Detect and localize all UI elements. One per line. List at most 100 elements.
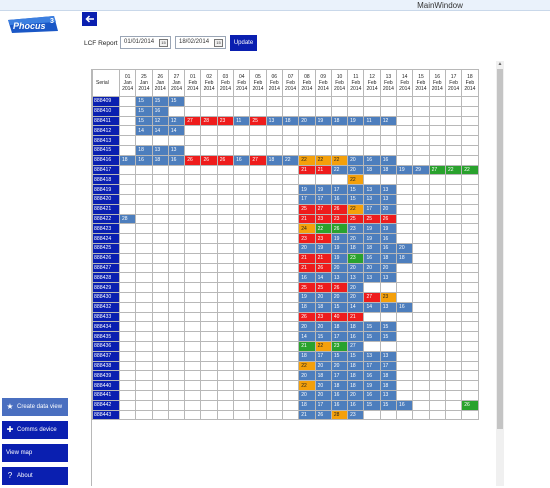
- lcf-cell[interactable]: 15: [379, 399, 398, 411]
- lcf-cell[interactable]: [428, 380, 446, 391]
- lcf-cell[interactable]: [249, 331, 267, 342]
- lcf-cell[interactable]: [396, 154, 414, 166]
- lcf-cell[interactable]: [428, 115, 446, 127]
- lcf-cell[interactable]: [265, 96, 283, 107]
- lcf-cell[interactable]: [135, 272, 153, 284]
- lcf-cell[interactable]: [249, 282, 267, 293]
- lcf-cell[interactable]: [216, 164, 235, 176]
- lcf-cell[interactable]: [396, 380, 414, 391]
- lcf-cell[interactable]: [428, 184, 446, 195]
- lcf-cell[interactable]: 18: [347, 321, 365, 333]
- lcf-cell[interactable]: [184, 409, 202, 421]
- lcf-cell[interactable]: [396, 389, 414, 401]
- lcf-cell[interactable]: [461, 370, 479, 382]
- lcf-cell[interactable]: [233, 242, 251, 254]
- table-row[interactable]: 888439 20 18 17 18 16 18: [92, 370, 479, 382]
- lcf-cell[interactable]: [412, 409, 430, 421]
- lcf-cell[interactable]: 20: [314, 389, 332, 401]
- table-row[interactable]: 888436 21 22 23 27: [92, 340, 479, 352]
- lcf-cell[interactable]: [184, 193, 202, 205]
- lcf-cell[interactable]: [314, 135, 332, 146]
- lcf-cell[interactable]: [314, 144, 332, 156]
- lcf-cell[interactable]: 16: [379, 233, 398, 244]
- lcf-cell[interactable]: [184, 203, 202, 215]
- lcf-cell[interactable]: [281, 135, 300, 146]
- lcf-cell[interactable]: [444, 272, 463, 284]
- lcf-cell[interactable]: [444, 252, 463, 264]
- lcf-cell[interactable]: [200, 242, 218, 254]
- lcf-cell[interactable]: [281, 360, 300, 372]
- lcf-cell[interactable]: [200, 105, 218, 117]
- serial-cell[interactable]: 888435: [92, 331, 120, 342]
- lcf-cell[interactable]: [249, 164, 267, 176]
- lcf-grid[interactable]: Serial 01 Jan 2014 25 Jan 2014 26 Jan 2014 27 Jan 20…: [91, 69, 487, 486]
- table-row[interactable]: 888442 18 17 16 16 15 15 16 26: [92, 399, 479, 411]
- lcf-cell[interactable]: [216, 105, 235, 117]
- lcf-cell[interactable]: [151, 203, 169, 215]
- lcf-cell[interactable]: 11: [233, 115, 251, 127]
- lcf-cell[interactable]: [216, 370, 235, 382]
- lcf-cell[interactable]: [396, 340, 414, 352]
- lcf-cell[interactable]: [151, 262, 169, 274]
- lcf-cell[interactable]: [249, 291, 267, 303]
- serial-cell[interactable]: 888419: [92, 184, 120, 195]
- lcf-cell[interactable]: 18: [347, 242, 365, 254]
- lcf-cell[interactable]: [412, 331, 430, 342]
- lcf-cell[interactable]: [412, 350, 430, 362]
- lcf-cell[interactable]: [216, 331, 235, 342]
- lcf-cell[interactable]: [151, 370, 169, 382]
- table-row[interactable]: 888426 21 21 19 23 16 18 18: [92, 252, 479, 264]
- lcf-cell[interactable]: 18: [379, 370, 398, 382]
- lcf-cell[interactable]: 15: [151, 96, 169, 107]
- lcf-cell[interactable]: 16: [396, 301, 414, 313]
- lcf-cell[interactable]: [233, 301, 251, 313]
- lcf-cell[interactable]: [249, 399, 267, 411]
- lcf-cell[interactable]: 14: [135, 125, 153, 137]
- lcf-cell[interactable]: [151, 291, 169, 303]
- table-row[interactable]: 888438 22 20 20 18 17 17: [92, 360, 479, 372]
- lcf-cell[interactable]: [249, 223, 267, 235]
- lcf-cell[interactable]: [200, 340, 218, 352]
- lcf-cell[interactable]: [265, 321, 283, 333]
- lcf-cell[interactable]: 17: [330, 184, 349, 195]
- lcf-cell[interactable]: 16: [379, 154, 398, 166]
- lcf-cell[interactable]: [151, 233, 169, 244]
- lcf-cell[interactable]: [135, 370, 153, 382]
- lcf-cell[interactable]: [265, 213, 283, 225]
- lcf-cell[interactable]: 16: [363, 154, 381, 166]
- serial-cell[interactable]: 888443: [92, 409, 120, 421]
- lcf-cell[interactable]: [363, 105, 381, 117]
- lcf-cell[interactable]: [118, 96, 137, 107]
- lcf-cell[interactable]: [233, 282, 251, 293]
- lcf-cell[interactable]: [412, 105, 430, 117]
- lcf-cell[interactable]: [216, 252, 235, 264]
- lcf-cell[interactable]: [444, 331, 463, 342]
- lcf-cell[interactable]: [233, 380, 251, 391]
- lcf-cell[interactable]: [363, 340, 381, 352]
- lcf-cell[interactable]: [461, 193, 479, 205]
- lcf-cell[interactable]: 16: [347, 331, 365, 342]
- lcf-cell[interactable]: [216, 350, 235, 362]
- lcf-cell[interactable]: [200, 96, 218, 107]
- lcf-cell[interactable]: 40: [330, 311, 349, 323]
- lcf-cell[interactable]: 13: [363, 272, 381, 284]
- lcf-cell[interactable]: [200, 380, 218, 391]
- lcf-cell[interactable]: [412, 360, 430, 372]
- lcf-cell[interactable]: [347, 105, 365, 117]
- lcf-cell[interactable]: [461, 223, 479, 235]
- lcf-cell[interactable]: [396, 409, 414, 421]
- lcf-cell[interactable]: [444, 360, 463, 372]
- lcf-cell[interactable]: 22: [314, 154, 332, 166]
- lcf-cell[interactable]: [233, 233, 251, 244]
- lcf-cell[interactable]: 17: [314, 399, 332, 411]
- lcf-cell[interactable]: [184, 282, 202, 293]
- lcf-cell[interactable]: [216, 262, 235, 274]
- lcf-cell[interactable]: [118, 223, 137, 235]
- lcf-cell[interactable]: 26: [330, 203, 349, 215]
- table-row[interactable]: 888432 18 18 15 14 14 13 16: [92, 301, 479, 313]
- lcf-cell[interactable]: [265, 291, 283, 303]
- lcf-cell[interactable]: [461, 272, 479, 284]
- lcf-cell[interactable]: [184, 223, 202, 235]
- lcf-cell[interactable]: [233, 193, 251, 205]
- serial-cell[interactable]: 888412: [92, 125, 120, 137]
